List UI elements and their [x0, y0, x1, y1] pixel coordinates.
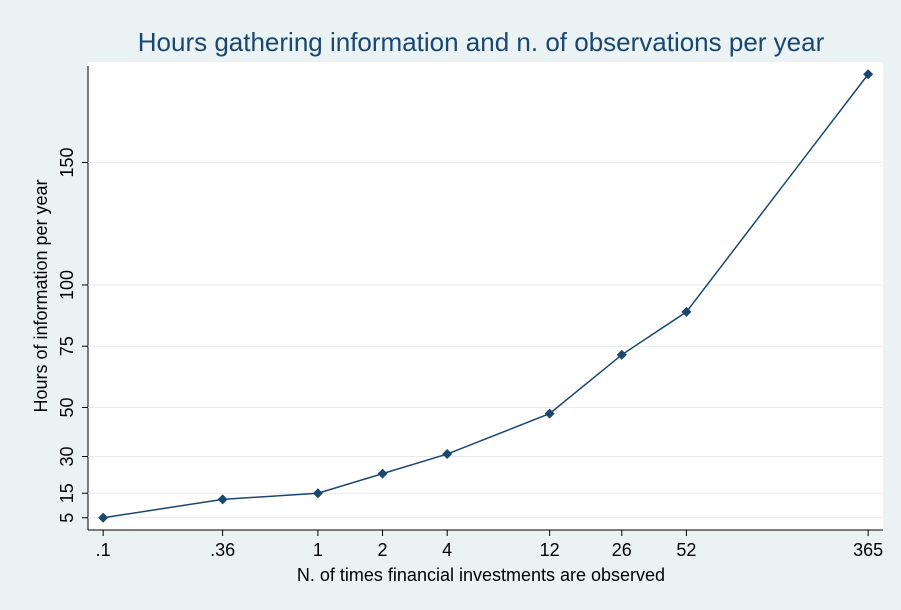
marker: [681, 306, 692, 317]
plot-area: [88, 62, 883, 530]
marker: [616, 349, 627, 360]
marker: [98, 512, 109, 523]
x-axis-label: N. of times financial investments are ob…: [297, 565, 665, 585]
x-tick-label: 2: [378, 540, 388, 560]
y-tick-label: 50: [57, 397, 77, 417]
x-tick-label: 365: [853, 540, 883, 560]
y-tick-label: 150: [57, 147, 77, 177]
marker: [442, 449, 453, 460]
x-tick-label: 52: [676, 540, 696, 560]
marker: [377, 468, 388, 479]
y-tick-label: 15: [57, 483, 77, 503]
x-tick-label: 4: [442, 540, 452, 560]
y-tick-label: 75: [57, 336, 77, 356]
marker: [544, 408, 555, 419]
x-tick-label: .1: [96, 540, 111, 560]
marker: [217, 494, 228, 505]
y-axis-label: Hours of information per year: [31, 179, 51, 412]
marker: [863, 69, 874, 80]
y-tick-label: 30: [57, 446, 77, 466]
marker: [312, 488, 323, 499]
x-tick-label: 12: [540, 540, 560, 560]
x-tick-label: .36: [210, 540, 235, 560]
x-tick-label: 1: [313, 540, 323, 560]
chart-title: Hours gathering information and n. of ob…: [138, 27, 825, 57]
y-tick-label: 100: [57, 270, 77, 300]
y-tick-label: 5: [57, 513, 77, 523]
x-tick-label: 26: [612, 540, 632, 560]
